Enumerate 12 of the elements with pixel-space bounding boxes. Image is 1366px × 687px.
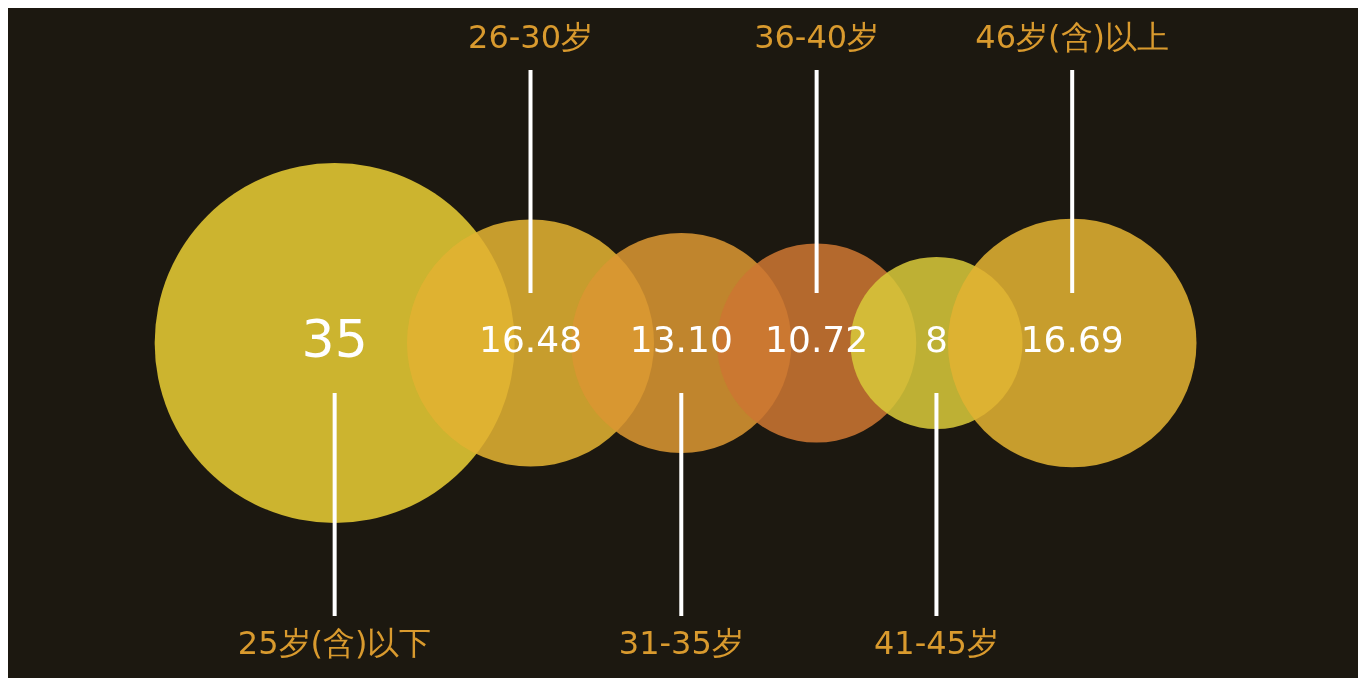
data-label: 13.10 — [629, 319, 733, 361]
data-label: 35 — [301, 308, 368, 369]
data-label: 16.48 — [478, 319, 583, 361]
category-label: 26-30岁 — [468, 18, 594, 57]
category-label: 41-45岁 — [873, 624, 999, 663]
data-label: 16.69 — [1020, 319, 1124, 361]
category-label: 25岁(含)以下 — [237, 624, 432, 663]
category-label: 36-40岁 — [754, 18, 880, 57]
category-label: 46岁(含)以上 — [975, 18, 1170, 57]
data-label: 8 — [925, 319, 948, 361]
category-label: 31-35岁 — [618, 624, 744, 663]
data-label: 10.72 — [765, 319, 869, 361]
